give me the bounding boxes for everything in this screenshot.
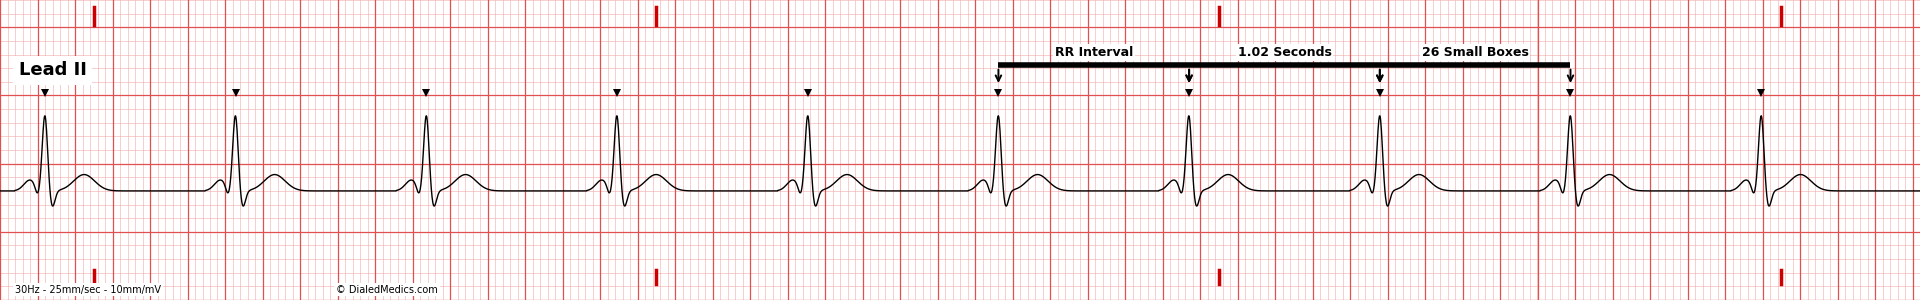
Text: Lead II: Lead II — [19, 61, 86, 79]
Text: 26 Small Boxes: 26 Small Boxes — [1421, 46, 1528, 59]
Text: © DialedMedics.com: © DialedMedics.com — [336, 284, 438, 295]
Text: 30Hz - 25mm/sec - 10mm/mV: 30Hz - 25mm/sec - 10mm/mV — [15, 284, 161, 295]
Text: 1.02 Seconds: 1.02 Seconds — [1238, 46, 1331, 59]
Text: RR Interval: RR Interval — [1054, 46, 1133, 59]
